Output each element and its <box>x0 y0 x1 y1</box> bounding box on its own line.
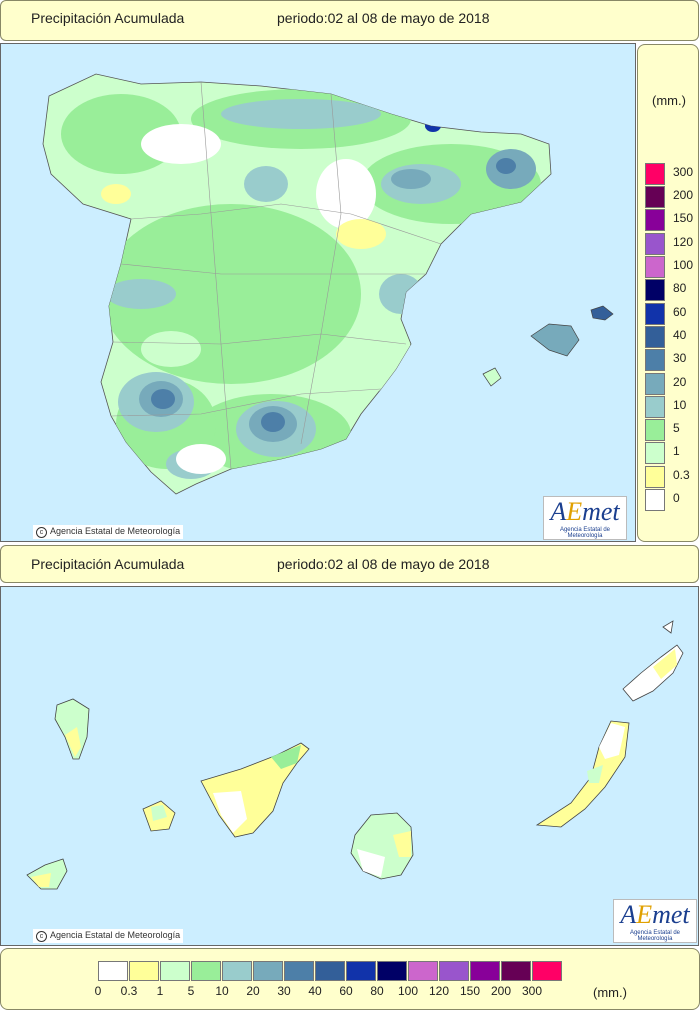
legend-swatch-300 <box>645 162 665 185</box>
legend-label-h-20: 20 <box>246 984 260 998</box>
aemet-logo: AEmet Agencia Estatal de Meteorología <box>543 496 627 540</box>
precip-fields <box>61 89 541 479</box>
legend-label-h-1: 1 <box>156 984 164 998</box>
legend-label-10: 10 <box>673 397 687 412</box>
legend-label-h-60: 60 <box>339 984 353 998</box>
map-title: Precipitación Acumulada <box>31 10 185 26</box>
legend-label-5: 5 <box>673 421 680 436</box>
legend-swatch-h-100 <box>408 961 438 981</box>
legend-label-20: 20 <box>673 374 687 389</box>
legend-swatch-h-200 <box>501 961 531 981</box>
legend-swatch-1 <box>645 442 665 465</box>
header-bar-canarias: Precipitación Acumulada periodo:02 al 08… <box>0 545 699 583</box>
legend-label-60: 60 <box>673 304 687 319</box>
legend-label-1: 1 <box>673 444 680 459</box>
legend-label-h-80: 80 <box>370 984 384 998</box>
legend-swatch-100 <box>645 256 665 278</box>
period-label-canarias: periodo:02 al 08 de mayo de 2018 <box>277 556 490 572</box>
legend-label-0.3: 0.3 <box>673 467 690 482</box>
legend-label-100: 100 <box>673 258 694 272</box>
legend-label-h-120: 120 <box>428 984 450 998</box>
legend-label-h-0.3: 0.3 <box>120 984 138 998</box>
legend-swatch-h-120 <box>439 961 469 981</box>
legend-swatch-h-60 <box>346 961 376 981</box>
legend-swatch-h-300 <box>532 961 562 981</box>
legend-swatch-120 <box>645 232 665 255</box>
legend-swatch-h-0.3 <box>129 961 159 981</box>
copyright-credit-canarias: c Agencia Estatal de Meteorología <box>33 929 184 943</box>
copyright-credit: c Agencia Estatal de Meteorología <box>33 525 184 539</box>
la-palma <box>54 698 90 760</box>
legend-swatch-h-30 <box>284 961 314 981</box>
peninsula-map: c Agencia Estatal de Meteorología AEmet A… <box>0 43 636 542</box>
province-boundaries <box>110 81 442 470</box>
legend-label-h-10: 10 <box>215 984 229 998</box>
mallorca <box>530 323 580 357</box>
legend-swatch-10 <box>645 395 665 418</box>
la-graciosa <box>662 620 674 634</box>
legend-unit: (mm.) <box>652 93 686 108</box>
legend-label-150: 150 <box>673 211 694 226</box>
peninsula-map-svg <box>42 73 614 495</box>
legend-label-h-5: 5 <box>187 984 195 998</box>
legend-swatch-0 <box>645 489 665 511</box>
legend-swatch-h-20 <box>253 961 283 981</box>
legend-label-300: 300 <box>673 164 694 179</box>
legend-label-h-30: 30 <box>277 984 291 998</box>
legend-label-200: 200 <box>673 188 694 203</box>
legend-swatch-0.3 <box>645 465 665 488</box>
ibiza <box>482 367 502 387</box>
legend-label-h-0: 0 <box>94 984 102 998</box>
legend-swatch-20 <box>645 372 665 395</box>
legend-swatch-h-10 <box>222 961 252 981</box>
legend-swatch-h-150 <box>470 961 500 981</box>
menorca <box>590 305 614 321</box>
legend-swatch-60 <box>645 302 665 325</box>
legend-swatch-h-1 <box>160 961 190 981</box>
legend-swatch-80 <box>645 279 665 302</box>
legend-unit-horizontal: (mm.) <box>593 985 627 1000</box>
legend-swatch-40 <box>645 325 665 348</box>
legend-label-h-200: 200 <box>490 984 512 998</box>
legend-label-h-300: 300 <box>521 984 543 998</box>
legend-label-30: 30 <box>673 351 687 366</box>
legend-swatch-h-80 <box>377 961 407 981</box>
legend-swatch-150 <box>645 209 665 232</box>
legend-label-h-40: 40 <box>308 984 322 998</box>
aemet-logo-canarias: AEmet Agencia Estatal de Meteorología <box>613 899 697 943</box>
legend-label-0: 0 <box>673 491 680 505</box>
canarias-map-svg <box>26 620 684 890</box>
copyright-icon: c <box>36 931 47 942</box>
copyright-icon: c <box>36 527 47 538</box>
legend-swatch-h-0 <box>98 961 128 981</box>
vertical-legend: (mm.) 0 0.3 1 5 10 20 30 40 60 80 100 120 150 200 300 <box>637 44 699 542</box>
legend-swatch-200 <box>645 186 665 209</box>
legend-label-h-100: 100 <box>397 984 419 998</box>
header-bar-peninsula: Precipitación Acumulada periodo:02 al 08… <box>0 0 699 41</box>
legend-swatch-h-5 <box>191 961 221 981</box>
legend-swatch-5 <box>645 419 665 442</box>
legend-swatch-h-40 <box>315 961 345 981</box>
horizontal-legend: 0 0.3 1 5 10 20 30 40 60 80 100 120 150 200 300 (mm.) <box>0 948 700 1010</box>
legend-swatch-30 <box>645 349 665 372</box>
legend-label-h-150: 150 <box>459 984 481 998</box>
legend-label-40: 40 <box>673 327 687 342</box>
legend-label-80: 80 <box>673 281 687 296</box>
period-label: periodo:02 al 08 de mayo de 2018 <box>277 10 490 26</box>
canarias-map: c Agencia Estatal de Meteorología AEmet A… <box>0 586 699 946</box>
legend-label-120: 120 <box>673 234 694 249</box>
map-title-canarias: Precipitación Acumulada <box>31 556 185 572</box>
